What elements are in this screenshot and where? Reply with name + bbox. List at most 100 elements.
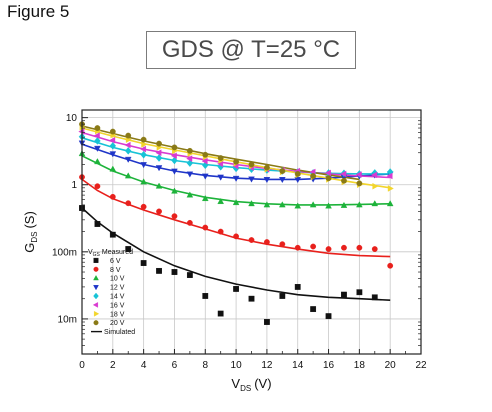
- data-point: [155, 154, 163, 162]
- data-point: [325, 246, 332, 252]
- data-point: [171, 144, 178, 151]
- data-point: [264, 239, 270, 245]
- data-point: [279, 168, 286, 174]
- data-point: [202, 151, 209, 158]
- data-point: [171, 213, 178, 220]
- data-point: [186, 219, 193, 226]
- data-point: [341, 291, 347, 298]
- data-point: [202, 224, 209, 231]
- data-point: [140, 150, 147, 159]
- legend-label: 16 V: [110, 302, 125, 309]
- legend-marker: [93, 320, 99, 326]
- x-axis-label: VDS (V): [231, 376, 271, 393]
- data-point: [248, 237, 255, 243]
- data-point: [294, 284, 301, 290]
- x-tick-label: 16: [323, 360, 335, 371]
- data-point: [279, 201, 286, 208]
- data-point: [171, 156, 178, 165]
- data-point: [94, 137, 101, 145]
- data-point: [386, 200, 394, 207]
- data-point: [264, 164, 270, 171]
- data-point: [217, 197, 224, 204]
- legend-sim-label: Simulated: [104, 329, 135, 336]
- data-point: [356, 244, 363, 251]
- legend-marker: [93, 285, 99, 291]
- data-point: [309, 201, 317, 208]
- data-point: [248, 176, 255, 183]
- data-point: [325, 175, 332, 182]
- data-point: [279, 293, 286, 299]
- data-point: [386, 172, 393, 180]
- data-point: [186, 171, 194, 178]
- data-point: [186, 191, 194, 198]
- x-tick-label: 10: [231, 360, 243, 371]
- legend-marker: [93, 257, 99, 263]
- data-point: [156, 267, 162, 274]
- data-point: [263, 177, 271, 184]
- data-point: [94, 158, 101, 165]
- data-point: [140, 136, 147, 143]
- data-point: [109, 128, 116, 135]
- data-point: [248, 200, 255, 207]
- data-point: [233, 286, 239, 292]
- data-point: [125, 132, 132, 139]
- data-point: [233, 158, 239, 165]
- legend-label: 8 V: [110, 267, 121, 274]
- data-point: [202, 293, 209, 299]
- data-point: [171, 269, 178, 275]
- data-point: [141, 141, 148, 148]
- data-point: [109, 151, 117, 158]
- data-point: [279, 241, 286, 248]
- data-point: [155, 182, 163, 189]
- data-point: [217, 310, 224, 317]
- x-tick-label: 0: [79, 360, 85, 371]
- data-point: [156, 140, 162, 147]
- data-point: [170, 152, 177, 160]
- y-tick-label: 10m: [58, 314, 77, 325]
- x-tick-label: 20: [385, 360, 397, 371]
- data-point: [140, 178, 147, 185]
- data-point: [387, 185, 394, 192]
- data-point: [140, 260, 147, 266]
- data-point: [201, 195, 209, 202]
- data-point: [248, 295, 255, 302]
- data-point: [125, 246, 132, 252]
- data-point: [201, 157, 208, 165]
- legend-label: 14 V: [110, 294, 125, 301]
- x-tick-label: 12: [261, 360, 273, 371]
- data-point: [248, 161, 255, 168]
- data-point: [324, 169, 331, 177]
- data-point: [186, 155, 193, 162]
- data-point: [171, 168, 178, 175]
- data-point: [356, 180, 363, 187]
- data-point: [109, 231, 116, 238]
- data-point: [94, 125, 101, 131]
- legend-label: 18 V: [110, 311, 125, 318]
- data-point: [294, 244, 301, 251]
- data-point: [279, 177, 286, 184]
- data-point: [94, 145, 101, 152]
- legend-marker: [93, 275, 99, 281]
- data-point: [171, 187, 178, 194]
- data-point: [125, 200, 132, 207]
- x-tick-label: 22: [415, 360, 427, 371]
- data-point: [340, 201, 348, 208]
- data-point: [124, 156, 132, 163]
- data-point: [233, 233, 239, 240]
- y-tick-label: 100m: [52, 247, 77, 258]
- legend-marker: [93, 292, 99, 300]
- legend-marker: [93, 266, 99, 272]
- data-point: [232, 199, 240, 206]
- data-point: [341, 177, 347, 184]
- data-point: [310, 243, 317, 250]
- data-point: [310, 173, 317, 179]
- axis-ticks: 0 2 4 6 8 10 12 14 16 18 20 22 10 1 100m 10m: [52, 113, 427, 371]
- legend-header: VGS Measured: [88, 249, 133, 258]
- data-point: [217, 155, 224, 161]
- data-point: [124, 172, 132, 179]
- measured-points: [78, 121, 394, 325]
- legend-label: 10 V: [110, 276, 125, 283]
- data-point: [263, 201, 271, 208]
- data-point: [109, 136, 116, 144]
- data-point: [109, 165, 117, 172]
